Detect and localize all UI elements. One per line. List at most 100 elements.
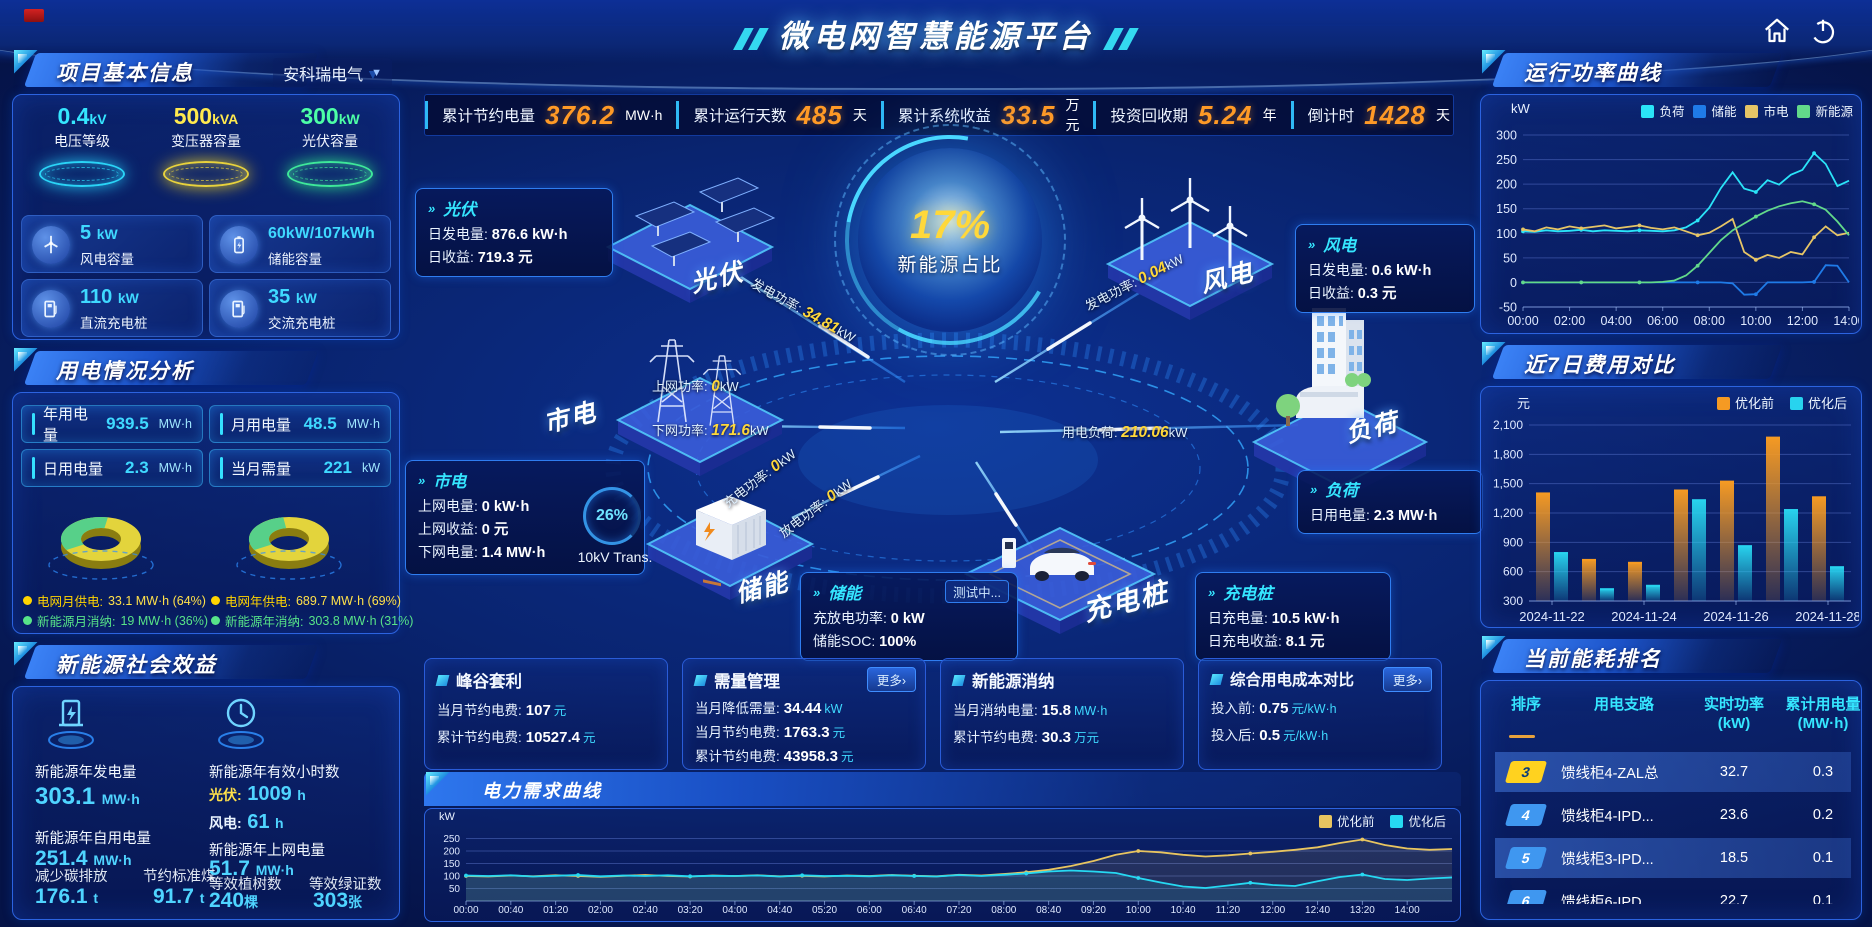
branch-name: 馈线柜4-ZAL总 [1561,765,1659,782]
stat-unit: kW [361,461,380,475]
svg-text:08:00: 08:00 [1694,314,1725,328]
svg-text:1,800: 1,800 [1493,447,1523,461]
corner-fold-icon [14,50,38,74]
legend-grid-month: 电网月供电: 33.1 MW·h (64%) [23,591,206,610]
svg-text:12:40: 12:40 [1305,905,1330,916]
svg-text:01:20: 01:20 [543,905,568,916]
kpi-title: 新能源消纳 [951,668,1171,692]
grid-node [615,339,785,476]
storage-info-box: » 储能 测试中... 充放电功率: 0 kW 储能SOC: 100% [800,572,1018,661]
panel-title: 新能源社会效益 [56,654,217,677]
charger-info-box: » 充电桩 日充电量: 10.5 kW·h 日充电收益: 8.1 元 [1195,572,1391,661]
kpi-row: 投入后: 0.5 元/kW·h [1211,727,1329,744]
stat-month-demand: 当月需量 221 kW [209,449,391,487]
generation-icon [48,699,94,749]
home-icon[interactable] [1762,16,1792,46]
panel-energy-ranking: 当前能耗排名 排序 用电支路 实时功率 (kW) 累计用电量 (MW·h) 3 馈线… [1478,636,1864,922]
card-dc-charger: 110 kW 直流充电桩 [21,279,203,337]
legend-swatch [1745,105,1759,118]
metric-pv-hours: 光伏: 1009 h [209,783,306,805]
flow-load-power: 用电负荷: 210.06kW [1062,424,1188,441]
metric-value: 303.1 MW·h [35,783,140,810]
svg-text:06:40: 06:40 [902,905,927,916]
holo-unit: kW [338,111,360,127]
stat-value: 1428 [1364,99,1426,130]
stat-label: 倒计时 [1307,108,1355,125]
stat-unit: MW·h [346,417,380,431]
panel-social-benefit: 新能源社会效益 新能源年发电量 303.1 MW·h 新能源年有效小时数 光伏:… [10,642,402,922]
flow-feed-in-power: 上网功率: 0kW [652,378,739,395]
card-storage-capacity: 60kW/107kWh 储能容量 [209,215,391,273]
legend-grid-year: 电网年供电: 689.7 MW·h (69%) [211,591,401,610]
legend-item: 优化前 [1318,811,1374,830]
more-button[interactable]: 更多› [1382,667,1432,692]
pv-node [605,177,776,303]
svg-text:03:20: 03:20 [678,905,703,916]
kpi-cost-comparison: 综合用电成本对比 更多› 投入前: 0.75 元/kW·h 投入后: 0.5 元/kW·… [1198,658,1442,770]
power-icon[interactable] [1808,16,1838,46]
kpi-renewable-consumption: 新能源消纳 当月消纳电量: 15.8 MW·h 累计节约电费: 30.3 万元 [940,658,1184,770]
card-ac-charger: 35 kW 交流充电桩 [209,279,391,337]
svg-text:09:20: 09:20 [1081,905,1106,916]
card-value: 60kW/107kWh [268,225,375,242]
stat-unit: MW·h [158,461,192,475]
holo-ring [163,161,249,187]
legend-label: 新能源月消纳: [37,615,116,629]
holo-ring [287,161,373,187]
table-row[interactable]: 5 馈线柜3-IPD... 18.5 0.1 [1495,838,1851,878]
table-row[interactable]: 4 馈线柜4-IPD... 23.6 0.2 [1495,795,1851,835]
corner-fold-icon [426,772,450,796]
pv-info-box: » 光伏 日发电量: 876.6 kW·h 日收益: 719.3 元 [415,188,613,277]
svg-text:250: 250 [443,834,460,845]
stat-payback-period: 投资回收期 5.24 年 [1093,100,1290,130]
kpi-fold-icon [693,674,708,686]
stat-label: 年用电量 [43,406,89,444]
panel-body: kW 优化前 优化后 50 100 150 200 250 00:00 00:40 01:20… [424,808,1461,922]
svg-text:2024-11-28: 2024-11-28 [1795,609,1859,624]
rank-badge: 6 [1504,890,1548,904]
info-row: 日充电收益: 8.1 元 [1208,633,1325,650]
table-row[interactable]: 6 馈线柜6-IPD 22.7 0.1 [1495,881,1851,904]
metric-value: 91.7 t [153,885,205,908]
total-energy: 0.1 [1812,850,1834,866]
card-value: 35 kW [268,286,317,308]
svg-text:12:00: 12:00 [1260,905,1285,916]
panel-body: 元 优化前 优化后 300 600 900 1,200 1,500 1,800 2,100 2… [1480,386,1862,628]
stat-unit: 天 [852,107,867,123]
panel-header: 运行功率曲线 [1478,50,1864,90]
chevron-down-icon: ▼ [371,67,382,79]
panel-header: 项目基本信息 安科瑞电气 ▼ [10,50,402,90]
info-box-title: » 储能 [813,584,862,604]
panel-title: 运行功率曲线 [1524,62,1662,85]
legend-value: 19 MW·h (36%) [120,613,209,628]
y-axis-unit: 元 [1517,396,1531,411]
legend-swatch [1693,105,1707,118]
testing-badge: 测试中... [945,580,1009,603]
stat-value: 939.5 [106,414,149,433]
svg-text:13:20: 13:20 [1350,905,1375,916]
panel-header: 近7日费用对比 [1478,342,1864,382]
panel-run-power: 运行功率曲线 kW 负荷 储能 市电 新能源 -50 0 50 100 150 200 25… [1478,50,1864,336]
svg-text:02:00: 02:00 [588,905,613,916]
legend-value: 303.8 MW·h (31%) [308,613,414,628]
load-node [1251,308,1429,500]
stat-unit: 万元 [1065,97,1080,133]
chart-legend: 负荷 储能 市电 新能源 [1641,101,1853,120]
page-title: 微电网智慧能源平台 [733,11,1139,56]
legend-label: 电网月供电: [37,595,103,609]
company-select[interactable]: 安科瑞电气 ▼ [273,58,392,88]
more-button[interactable]: 更多› [866,667,916,692]
arrow-icon: » [813,584,821,600]
col-header-branch: 用电支路 [1593,696,1654,713]
metric-label: 新能源年上网电量 [209,843,325,859]
panel-title: 当前能耗排名 [1524,648,1662,671]
svg-text:200: 200 [443,847,460,858]
metric-label: 新能源年有效小时数 [209,765,340,781]
total-energy: 0.2 [1812,807,1834,823]
table-row[interactable]: 3 馈线柜4-ZAL总 32.7 0.3 [1495,752,1851,792]
svg-text:00:00: 00:00 [453,905,478,916]
arrow-icon: » [1208,584,1216,600]
svg-text:12:00: 12:00 [1787,314,1818,328]
battery-container-icon [696,496,766,587]
